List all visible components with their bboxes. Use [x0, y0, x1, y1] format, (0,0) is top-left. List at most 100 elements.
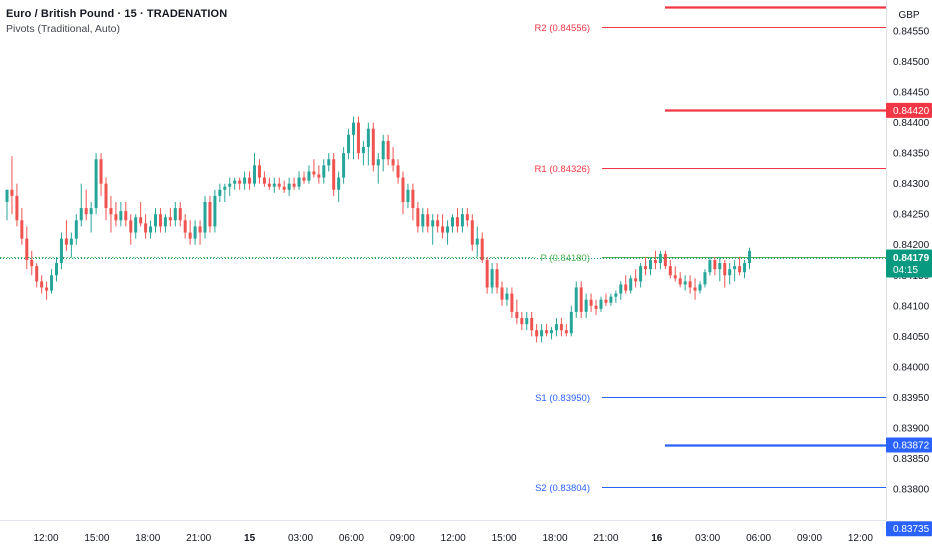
y-tick-label: 0.83900	[893, 423, 930, 434]
candle-body	[257, 165, 261, 178]
candle-body	[376, 159, 380, 166]
candle-body	[158, 214, 162, 227]
candle-body	[564, 330, 568, 334]
x-tick-label: 12:00	[848, 533, 873, 544]
candle-body	[723, 263, 727, 276]
pivot-label: S2 (0.83804)	[535, 483, 590, 494]
candle	[569, 305, 573, 337]
candle-body	[703, 272, 707, 285]
candle	[297, 171, 301, 190]
x-tick-label: 03:00	[288, 533, 313, 544]
x-tick-label: 21:00	[593, 533, 618, 544]
candle	[743, 260, 747, 279]
candle	[545, 324, 549, 337]
candle	[673, 266, 677, 282]
y-tick-label: 0.83950	[893, 393, 930, 404]
candle	[520, 311, 524, 331]
candle-body	[559, 324, 563, 331]
candle-body	[35, 266, 39, 282]
x-tick-label: 06:00	[339, 533, 364, 544]
candle	[35, 263, 39, 288]
candle-body	[25, 238, 29, 260]
candle	[277, 177, 281, 190]
candle-body	[421, 214, 425, 227]
last-price-tag	[886, 249, 932, 278]
candle	[129, 214, 133, 245]
candle	[134, 214, 138, 239]
candle	[312, 159, 316, 178]
candle	[188, 220, 192, 245]
x-tick-label: 21:00	[186, 533, 211, 544]
candle	[253, 153, 256, 187]
candle	[287, 177, 291, 196]
candle-body	[698, 284, 702, 291]
candle-body	[391, 159, 395, 166]
candle	[475, 226, 479, 257]
y-tick-label: 0.84000	[893, 362, 930, 373]
candle-body	[223, 186, 227, 190]
x-tick-label: 15:00	[84, 533, 109, 544]
candle	[272, 177, 276, 193]
candle-body	[129, 220, 133, 233]
candle-body	[629, 278, 633, 291]
candle-body	[406, 189, 410, 202]
candle	[183, 214, 187, 239]
y-tick-label: 0.84250	[893, 210, 930, 221]
candle	[584, 293, 588, 319]
candle	[64, 220, 68, 251]
x-tick-label: 03:00	[695, 533, 720, 544]
candle	[386, 134, 390, 166]
candle	[203, 195, 207, 239]
price-tag-label: 0.84420	[893, 106, 930, 117]
candle-body	[678, 278, 682, 285]
candle-body	[431, 220, 435, 227]
candle-body	[530, 318, 534, 331]
candle-body	[446, 226, 450, 233]
candle	[703, 269, 707, 288]
candle-body	[139, 217, 143, 224]
candle-body	[218, 189, 222, 196]
candle	[490, 263, 494, 294]
x-tick-label: 12:00	[441, 533, 466, 544]
y-tick-label: 0.84100	[893, 301, 930, 312]
candle	[50, 269, 54, 294]
candle	[470, 214, 474, 251]
candle	[307, 165, 311, 184]
candle	[614, 290, 618, 303]
candle-body	[282, 186, 286, 190]
candle	[505, 287, 509, 306]
candle	[604, 293, 608, 306]
candle	[262, 171, 266, 187]
pivot-label: R2 (0.84556)	[535, 23, 590, 34]
candle-body	[520, 318, 524, 325]
candle-body	[198, 226, 202, 233]
currency-label: GBP	[898, 10, 919, 21]
candle	[678, 272, 682, 288]
y-tick-label: 0.84400	[893, 118, 930, 129]
candle	[124, 201, 128, 227]
candle	[84, 189, 88, 221]
candle-body	[728, 269, 732, 276]
candle	[500, 281, 504, 306]
candle-body	[327, 159, 331, 166]
candle	[178, 201, 182, 227]
candle-body	[634, 278, 638, 282]
candle	[495, 263, 499, 294]
candle-body	[208, 201, 212, 227]
candle-body	[69, 238, 73, 245]
candle	[243, 171, 247, 190]
candle	[74, 214, 78, 245]
candle-body	[10, 189, 14, 196]
candle	[213, 189, 217, 233]
candle-body	[668, 266, 672, 276]
candle-body	[366, 128, 370, 148]
candle-body	[649, 260, 652, 270]
candle-body	[361, 147, 365, 154]
candle	[406, 183, 410, 209]
candle	[149, 220, 153, 239]
candle	[589, 293, 593, 312]
candle-body	[114, 214, 118, 221]
candle	[79, 183, 83, 227]
candle	[99, 153, 103, 196]
